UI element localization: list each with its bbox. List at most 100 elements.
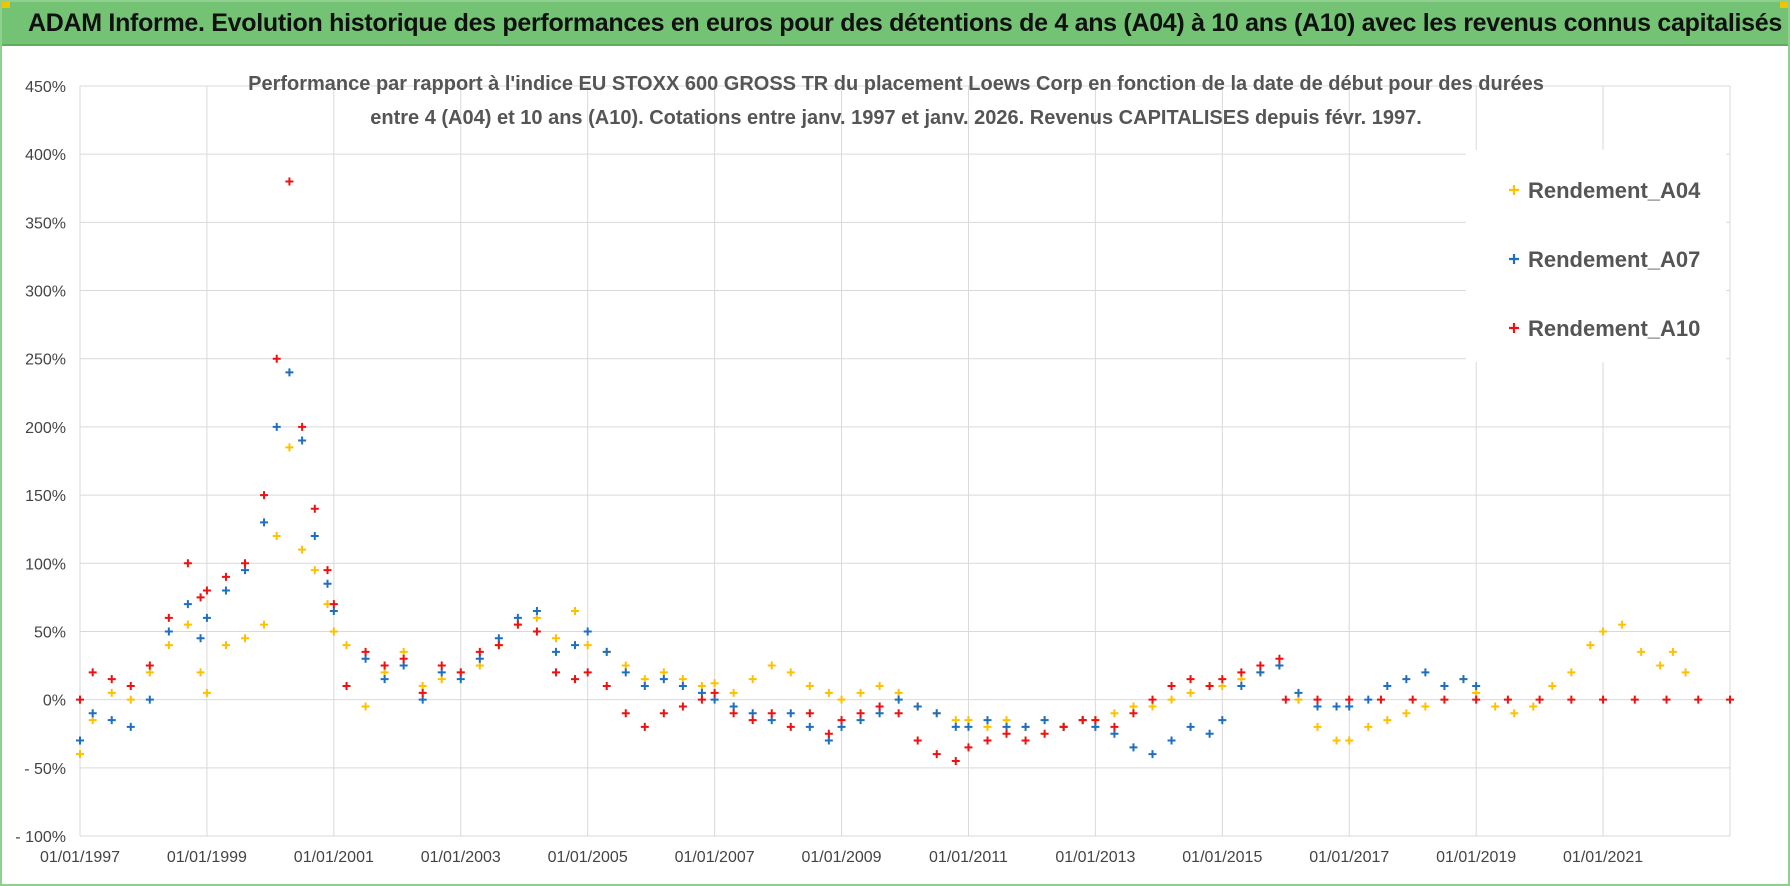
data-point	[380, 668, 389, 677]
x-tick-label: 01/01/2007	[675, 849, 755, 866]
data-point	[437, 668, 446, 677]
data-point	[1186, 722, 1195, 731]
data-point	[1637, 647, 1646, 656]
data-point	[1129, 702, 1138, 711]
data-point	[285, 368, 294, 377]
data-point	[1662, 695, 1671, 704]
data-point	[126, 695, 135, 704]
data-point	[196, 634, 205, 643]
data-point	[1548, 682, 1557, 690]
x-tick-label: 01/01/2013	[1055, 849, 1135, 866]
data-point	[659, 668, 668, 677]
data-point	[399, 647, 408, 656]
data-point	[1529, 702, 1538, 711]
data-point	[202, 688, 211, 697]
data-point	[856, 709, 865, 718]
data-point	[748, 716, 757, 725]
data-point	[1186, 688, 1195, 697]
data-point	[1275, 654, 1284, 663]
series-layer	[76, 177, 1734, 765]
y-tick-label: 50%	[34, 624, 66, 641]
data-point	[1313, 695, 1322, 704]
data-point	[1110, 729, 1119, 738]
legend-marker	[1509, 185, 1519, 195]
data-point	[551, 634, 560, 643]
data-point	[1237, 675, 1246, 684]
data-point	[678, 682, 687, 690]
data-point	[805, 682, 814, 690]
y-tick-label: 250%	[25, 352, 66, 369]
data-point	[1459, 675, 1468, 684]
data-point	[1167, 682, 1176, 690]
data-point	[837, 695, 846, 704]
y-tick-label: 400%	[25, 147, 66, 164]
data-point	[951, 722, 960, 731]
data-point	[1002, 729, 1011, 738]
data-point	[196, 668, 205, 677]
data-point	[164, 613, 173, 622]
series-Rendement_A10	[76, 177, 1734, 765]
data-point	[361, 647, 370, 656]
data-point	[183, 620, 192, 629]
data-point	[1078, 716, 1087, 725]
data-point	[748, 675, 757, 684]
x-tick-label: 01/01/2015	[1182, 849, 1262, 866]
data-point	[1313, 702, 1322, 711]
data-point	[964, 722, 973, 731]
data-point	[342, 641, 351, 650]
data-point	[710, 695, 719, 704]
data-point	[824, 736, 833, 745]
data-point	[272, 532, 281, 540]
data-point	[1237, 668, 1246, 677]
data-point	[551, 668, 560, 677]
data-point	[932, 709, 941, 718]
legend-marker	[1509, 254, 1519, 264]
data-point	[532, 627, 541, 636]
data-point	[475, 661, 484, 670]
data-point	[88, 668, 97, 677]
x-tick-label: 01/01/2011	[929, 849, 1008, 866]
data-point	[88, 716, 97, 725]
data-point	[583, 641, 592, 650]
data-point	[837, 722, 846, 731]
data-point	[1421, 702, 1430, 711]
data-point	[659, 709, 668, 718]
data-point	[1218, 675, 1227, 684]
data-point	[241, 634, 249, 643]
data-point	[1726, 695, 1734, 704]
data-point	[1599, 627, 1608, 636]
data-point	[1281, 695, 1290, 704]
data-point	[697, 688, 706, 697]
y-tick-label: 100%	[25, 556, 66, 573]
x-tick-label: 01/01/2017	[1309, 849, 1389, 866]
data-point	[1256, 668, 1265, 677]
x-tick-label: 01/01/2009	[801, 849, 881, 866]
y-tick-label: 0%	[43, 693, 66, 710]
data-point	[183, 559, 192, 568]
x-tick-label: 01/01/2003	[421, 849, 501, 866]
data-point	[1694, 695, 1703, 704]
data-point	[329, 600, 338, 609]
data-point	[710, 679, 719, 688]
data-point	[913, 702, 922, 711]
data-point	[1535, 695, 1544, 704]
data-point	[1472, 695, 1481, 704]
data-point	[697, 682, 706, 690]
data-point	[1440, 695, 1449, 704]
data-point	[513, 613, 522, 622]
data-point	[361, 654, 370, 663]
data-point	[983, 716, 992, 725]
data-point	[1091, 716, 1100, 725]
legend-label: Rendement_A04	[1528, 178, 1701, 203]
data-point	[1148, 702, 1157, 711]
data-point	[1237, 682, 1246, 690]
data-point	[894, 695, 903, 704]
data-point	[1567, 668, 1576, 677]
data-point	[76, 736, 84, 745]
data-point	[1110, 709, 1119, 718]
data-point	[1148, 695, 1157, 704]
x-tick-label: 01/01/2005	[548, 849, 628, 866]
series-Rendement_A07	[76, 368, 1481, 759]
data-point	[437, 661, 446, 670]
